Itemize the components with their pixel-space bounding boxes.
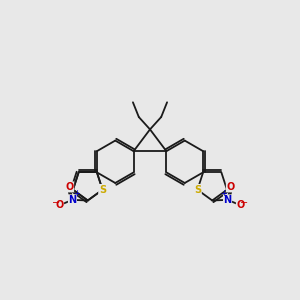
Text: S: S xyxy=(194,185,201,195)
Text: −: − xyxy=(240,198,248,208)
Text: O: O xyxy=(226,182,235,192)
Text: O: O xyxy=(65,182,74,192)
Text: +: + xyxy=(220,190,227,199)
Text: O: O xyxy=(236,200,244,210)
Text: N: N xyxy=(224,195,232,205)
Text: O: O xyxy=(56,200,64,210)
Text: −: − xyxy=(52,198,60,208)
Text: +: + xyxy=(73,190,80,199)
Text: S: S xyxy=(99,185,106,195)
Text: N: N xyxy=(68,195,76,205)
